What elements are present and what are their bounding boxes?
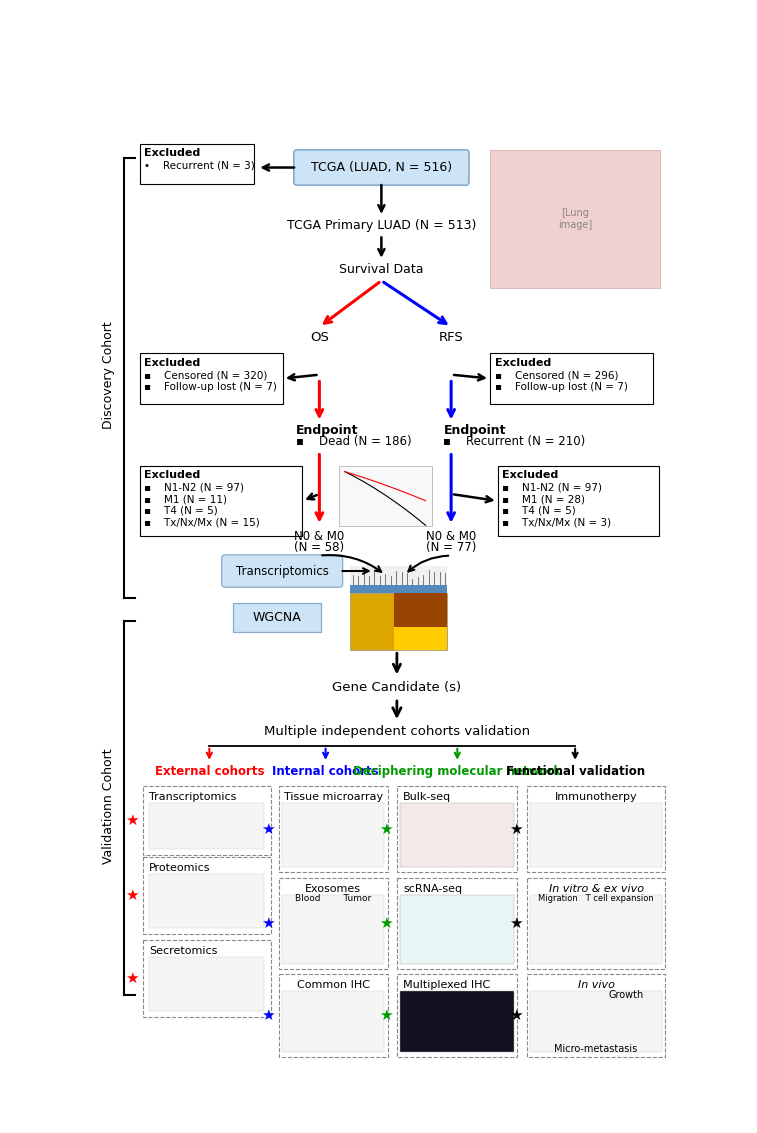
Text: Excluded: Excluded — [503, 470, 559, 480]
Bar — [394, 593, 447, 628]
Text: Validationn Cohort: Validationn Cohort — [102, 748, 115, 863]
Text: Functional validation: Functional validation — [506, 766, 645, 778]
Bar — [338, 466, 431, 526]
Text: Discovery Cohort: Discovery Cohort — [102, 321, 115, 428]
Bar — [530, 990, 662, 1053]
Text: Excluded: Excluded — [494, 358, 551, 368]
Text: N0 & M0: N0 & M0 — [294, 530, 344, 543]
Text: Multiple independent cohorts validation: Multiple independent cohorts validation — [263, 725, 530, 739]
Text: [Lung
image]: [Lung image] — [558, 208, 592, 230]
Text: ★: ★ — [379, 1007, 393, 1023]
Text: TCGA Primary LUAD (N = 513): TCGA Primary LUAD (N = 513) — [287, 219, 476, 232]
Text: Bulk-seq: Bulk-seq — [403, 792, 451, 802]
Text: Migration   T cell expansion: Migration T cell expansion — [538, 894, 654, 903]
Text: Excluded: Excluded — [145, 358, 201, 368]
Bar — [139, 466, 302, 536]
Text: •    Recurrent (N = 3): • Recurrent (N = 3) — [145, 161, 255, 171]
Text: In vitro & ex vivo: In vitro & ex vivo — [549, 885, 643, 894]
Text: ★: ★ — [509, 917, 523, 931]
Text: (N = 77): (N = 77) — [426, 540, 476, 554]
Bar — [490, 353, 653, 404]
Bar — [394, 628, 447, 650]
Text: Common IHC: Common IHC — [297, 980, 370, 990]
Bar — [350, 565, 447, 585]
Bar — [149, 956, 264, 1011]
Bar — [139, 144, 254, 184]
Text: WGCNA: WGCNA — [252, 611, 301, 623]
Text: ★: ★ — [261, 917, 275, 931]
Bar — [400, 990, 514, 1053]
Bar — [149, 803, 264, 849]
Text: ★: ★ — [125, 887, 139, 903]
Bar — [139, 353, 283, 404]
Text: ★: ★ — [125, 971, 139, 986]
Text: Transcriptomics: Transcriptomics — [235, 564, 329, 578]
Text: Internal cohorts: Internal cohorts — [273, 766, 379, 778]
Text: Deciphering molecular network: Deciphering molecular network — [354, 766, 562, 778]
Bar — [400, 803, 514, 868]
Text: Endpoint: Endpoint — [444, 424, 506, 436]
Bar — [527, 973, 665, 1057]
Bar — [530, 803, 662, 868]
Text: ★: ★ — [509, 821, 523, 836]
Bar — [142, 786, 270, 855]
Bar — [490, 150, 660, 289]
Bar — [279, 878, 388, 969]
Text: Growth: Growth — [609, 990, 644, 1000]
Text: Excluded: Excluded — [145, 470, 201, 480]
Text: Excluded: Excluded — [145, 148, 201, 159]
Text: ★: ★ — [261, 1007, 275, 1023]
Bar — [282, 990, 385, 1053]
Bar — [142, 857, 270, 934]
Text: (N = 58): (N = 58) — [294, 540, 344, 554]
FancyBboxPatch shape — [222, 555, 343, 587]
Text: Micro-metastasis: Micro-metastasis — [554, 1045, 637, 1054]
Text: ★: ★ — [125, 813, 139, 828]
Text: ▪    N1-N2 (N = 97)
▪    M1 (N = 11)
▪    T4 (N = 5)
▪    Tx/Nx/Mx (N = 15): ▪ N1-N2 (N = 97) ▪ M1 (N = 11) ▪ T4 (N =… — [145, 483, 260, 527]
Bar — [279, 786, 388, 872]
Text: Proteomics: Proteomics — [149, 863, 210, 872]
Bar — [282, 895, 385, 964]
Text: ▪    N1-N2 (N = 97)
▪    M1 (N = 28)
▪    T4 (N = 5)
▪    Tx/Nx/Mx (N = 3): ▪ N1-N2 (N = 97) ▪ M1 (N = 28) ▪ T4 (N =… — [503, 483, 612, 527]
Bar — [149, 874, 264, 928]
Text: ▪    Censored (N = 320)
▪    Follow-up lost (N = 7): ▪ Censored (N = 320) ▪ Follow-up lost (N… — [145, 370, 277, 392]
Text: OS: OS — [310, 331, 329, 344]
Bar — [350, 585, 447, 593]
Bar — [279, 973, 388, 1057]
Text: RFS: RFS — [439, 331, 463, 344]
Bar — [397, 973, 517, 1057]
Text: Exosomes: Exosomes — [305, 885, 361, 894]
Text: N0 & M0: N0 & M0 — [426, 530, 476, 543]
Bar — [397, 786, 517, 872]
Bar — [350, 593, 447, 650]
Text: ★: ★ — [261, 821, 275, 836]
Text: ▪    Recurrent (N = 210): ▪ Recurrent (N = 210) — [444, 435, 586, 449]
Bar — [400, 895, 514, 964]
Text: Survival Data: Survival Data — [339, 264, 424, 276]
Text: scRNA-seq: scRNA-seq — [403, 885, 463, 894]
Text: ★: ★ — [379, 821, 393, 836]
FancyBboxPatch shape — [294, 150, 469, 185]
Text: ★: ★ — [379, 917, 393, 931]
Bar — [530, 895, 662, 964]
FancyBboxPatch shape — [232, 603, 321, 632]
Text: Tissue microarray: Tissue microarray — [284, 792, 383, 802]
Bar — [497, 466, 659, 536]
Text: ▪    Censored (N = 296)
▪    Follow-up lost (N = 7): ▪ Censored (N = 296) ▪ Follow-up lost (N… — [494, 370, 628, 392]
Bar — [282, 803, 385, 868]
Text: Secretomics: Secretomics — [149, 946, 217, 956]
Text: Gene Candidate (s): Gene Candidate (s) — [332, 681, 462, 693]
Text: Immunotherpy: Immunotherpy — [555, 792, 637, 802]
Bar — [527, 786, 665, 872]
Text: Blood        Tumor: Blood Tumor — [295, 894, 372, 903]
Text: Endpoint: Endpoint — [296, 424, 359, 436]
Text: ★: ★ — [509, 1007, 523, 1023]
Text: ▪    Dead (N = 186): ▪ Dead (N = 186) — [296, 435, 412, 449]
Text: External cohorts: External cohorts — [154, 766, 264, 778]
Text: TCGA (LUAD, N = 516): TCGA (LUAD, N = 516) — [311, 161, 452, 174]
Bar — [527, 878, 665, 969]
Bar — [397, 878, 517, 969]
Text: In vivo: In vivo — [578, 980, 615, 990]
Bar — [142, 940, 270, 1016]
Text: Transcriptomics: Transcriptomics — [149, 792, 236, 802]
